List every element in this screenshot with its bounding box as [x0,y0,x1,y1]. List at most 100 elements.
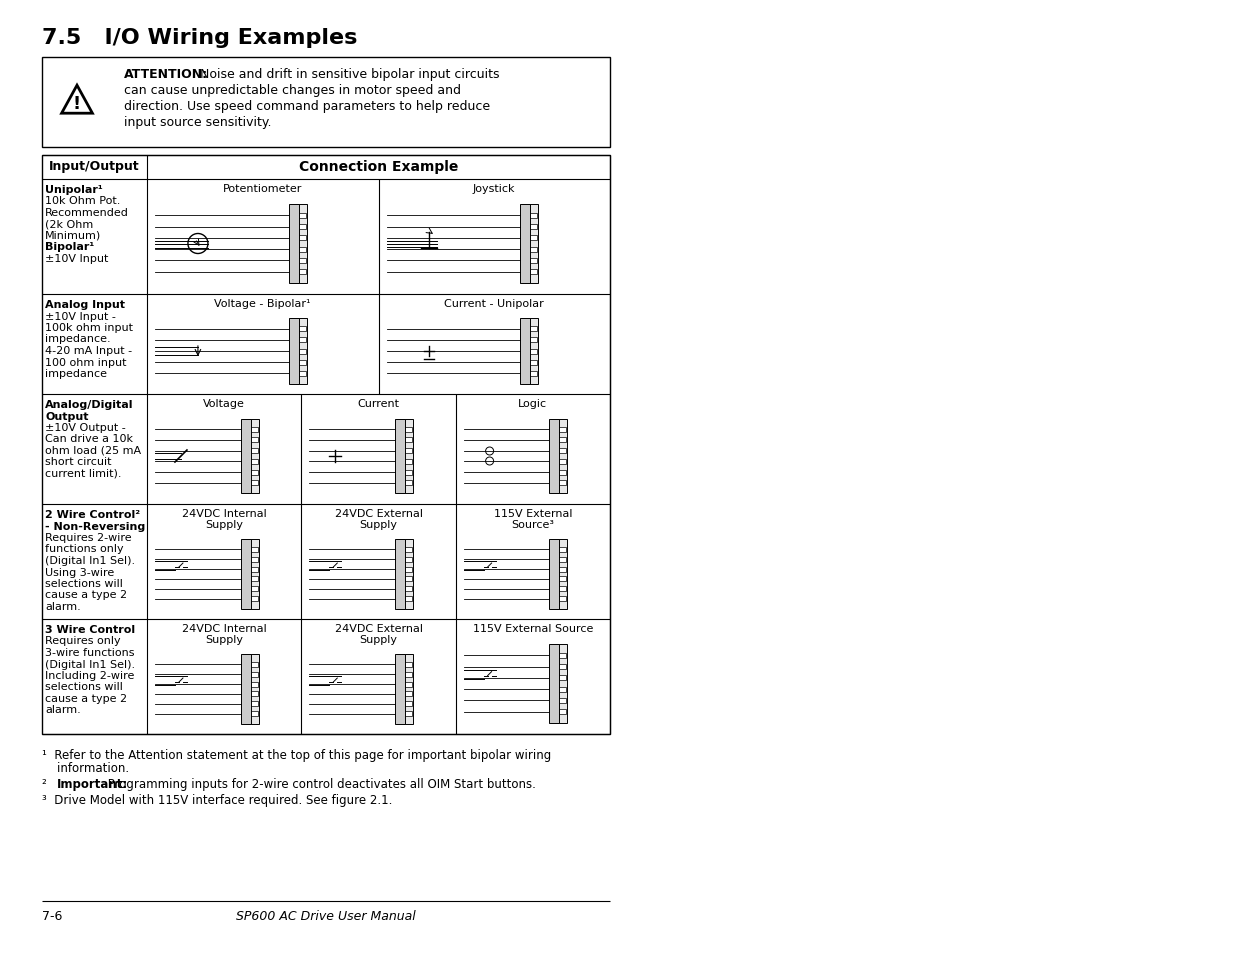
Bar [291,236,305,241]
Text: Analog Input: Analog Input [44,299,125,310]
Bar [396,655,412,724]
Text: - Non-Reversing: - Non-Reversing [44,521,146,531]
Text: Current: Current [357,398,399,409]
Bar [243,662,258,667]
Bar [241,539,251,609]
Text: Connection Example: Connection Example [299,160,458,173]
Text: ohm load (25 mA: ohm load (25 mA [44,446,141,456]
Bar [42,156,610,734]
Bar [524,258,537,264]
Bar [552,480,567,486]
Text: Voltage: Voltage [204,398,245,409]
Text: Recommended: Recommended [44,208,128,218]
Bar [550,644,559,723]
Bar [524,213,537,218]
Bar [291,372,305,376]
Bar [241,655,251,724]
Text: functions only: functions only [44,544,124,554]
Text: 24VDC External: 24VDC External [335,509,422,518]
Text: (Digital In1 Sel).: (Digital In1 Sel). [44,556,135,565]
Bar [243,712,258,717]
Text: 10k Ohm Pot.: 10k Ohm Pot. [44,196,120,206]
Bar [522,318,538,385]
Bar [243,470,258,475]
Bar [398,662,412,667]
Bar [290,205,306,284]
Bar [398,547,412,552]
Bar [398,712,412,717]
Bar [398,692,412,697]
Bar [398,470,412,475]
Text: Including 2-wire: Including 2-wire [44,670,135,680]
Text: ±10V Input: ±10V Input [44,253,109,264]
Text: cause a type 2: cause a type 2 [44,693,127,703]
Bar [552,676,567,680]
Bar [243,449,258,454]
Text: 24VDC External: 24VDC External [335,623,422,634]
Text: Supply: Supply [205,635,243,644]
Text: Using 3-wire: Using 3-wire [44,567,115,577]
Bar [243,427,258,433]
Text: input source sensitivity.: input source sensitivity. [124,116,272,129]
Bar [291,213,305,218]
Text: Requires only: Requires only [44,636,121,646]
Bar [520,318,530,385]
Text: Supply: Supply [359,635,398,644]
Text: 2 Wire Control²: 2 Wire Control² [44,510,140,519]
Bar [552,699,567,703]
Bar [552,459,567,464]
Bar [398,427,412,433]
Bar [243,459,258,464]
Text: Output: Output [44,411,89,421]
Bar [243,438,258,443]
Bar [243,672,258,677]
Bar [552,597,567,601]
Bar [291,225,305,230]
Text: (2k Ohm: (2k Ohm [44,219,94,230]
Bar [289,205,299,284]
Bar [552,709,567,715]
Bar [243,577,258,582]
Text: 7-6: 7-6 [42,909,63,923]
Bar [552,427,567,433]
Text: short circuit: short circuit [44,457,111,467]
Bar [395,419,405,494]
Bar [552,664,567,669]
Text: Requires 2-wire: Requires 2-wire [44,533,132,542]
Bar [291,338,305,343]
Bar [243,539,258,609]
Bar [243,557,258,562]
Bar [398,449,412,454]
Bar [552,587,567,592]
Text: 115V External Source: 115V External Source [473,623,593,634]
Bar [550,539,559,609]
Bar [243,480,258,486]
Text: Logic: Logic [519,398,547,409]
Bar [291,270,305,275]
Text: Source³: Source³ [511,519,555,530]
Bar [524,236,537,241]
Text: Analog/Digital: Analog/Digital [44,399,133,410]
Bar [522,205,538,284]
Text: 7.5   I/O Wiring Examples: 7.5 I/O Wiring Examples [42,28,357,48]
Text: ATTENTION:: ATTENTION: [124,68,209,81]
Text: Noise and drift in sensitive bipolar input circuits: Noise and drift in sensitive bipolar inp… [196,68,499,81]
Text: current limit).: current limit). [44,469,121,478]
Text: ³  Drive Model with 115V interface required. See figure 2.1.: ³ Drive Model with 115V interface requir… [42,793,393,806]
Bar [551,644,567,723]
Text: Can drive a 10k: Can drive a 10k [44,434,133,444]
Bar [243,419,258,494]
Bar [524,360,537,365]
Bar [524,372,537,376]
Bar [291,327,305,332]
Bar [396,419,412,494]
Bar [552,653,567,659]
Bar [524,225,537,230]
Bar [398,459,412,464]
Text: Important:: Important: [57,778,127,790]
Text: Supply: Supply [205,519,243,530]
Bar [398,597,412,601]
Bar [524,338,537,343]
Bar [552,449,567,454]
Text: ±10V Output -: ±10V Output - [44,422,126,433]
